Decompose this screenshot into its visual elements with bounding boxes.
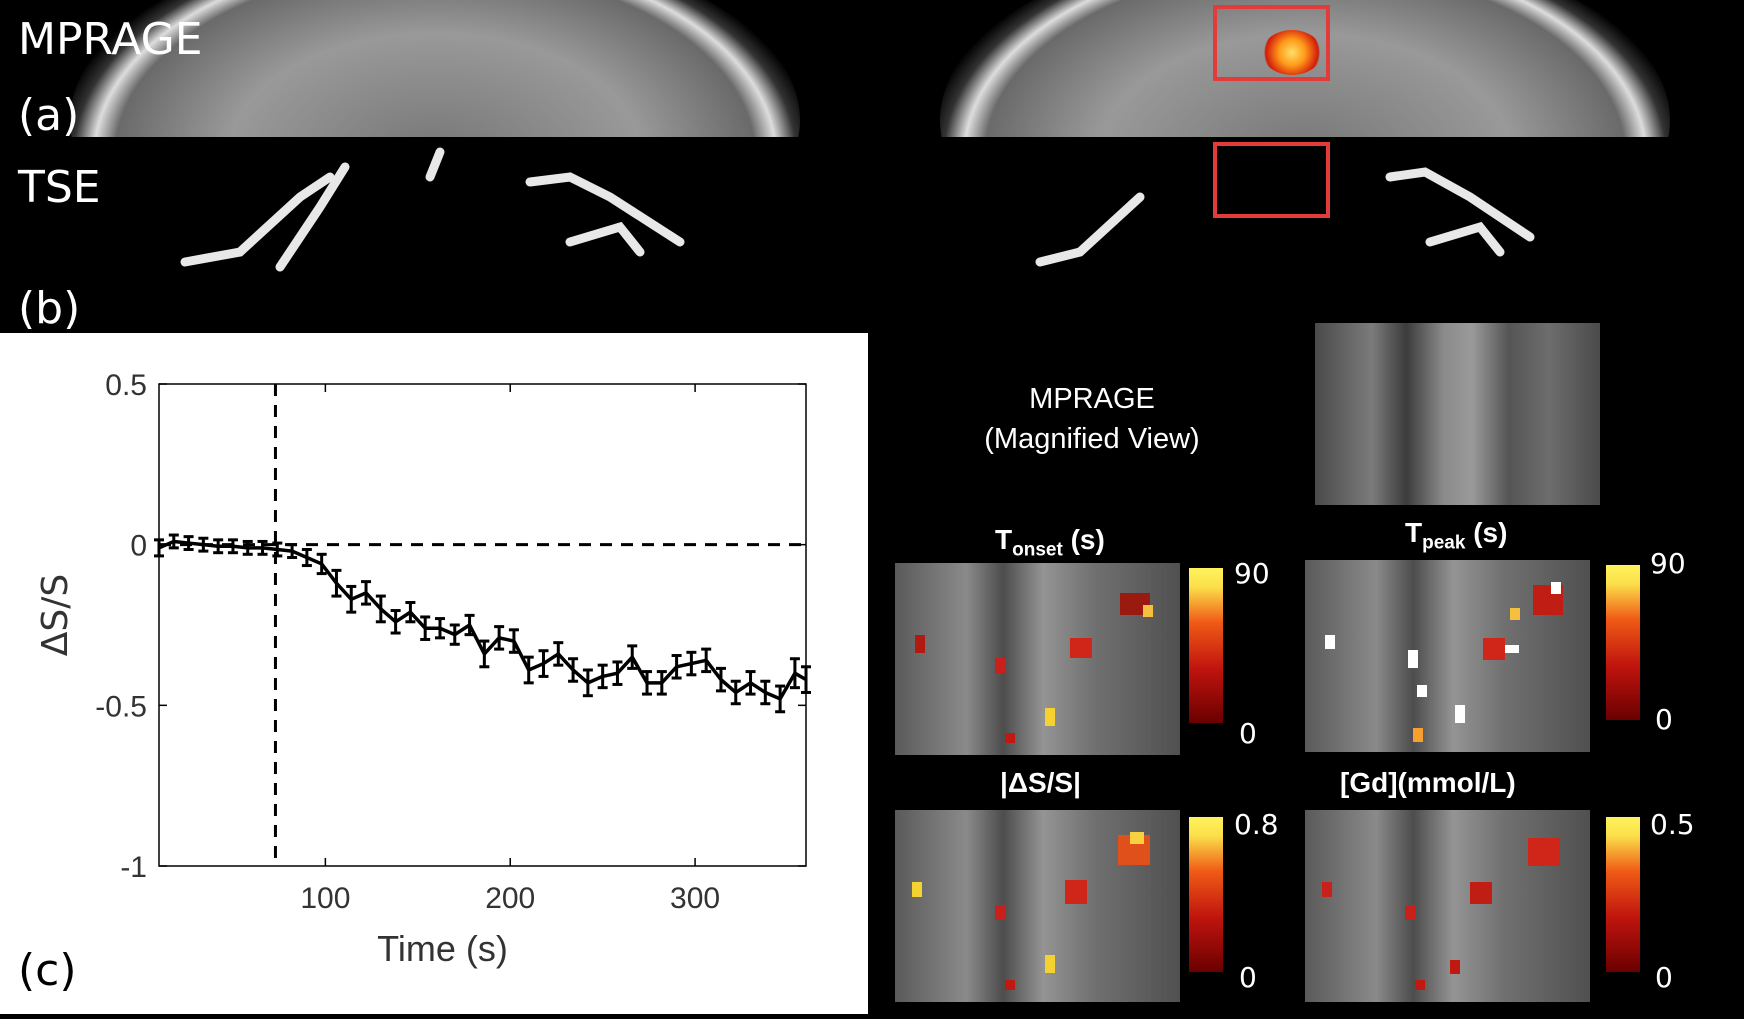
tse-vessels [180,147,1535,272]
x-axis-label: Time (s) [377,928,508,969]
gd-map [1305,810,1590,1002]
delta-s-map [895,810,1180,1002]
tse-sequence-label: TSE [18,162,101,213]
mprage-left-skull [70,0,800,137]
tse-roi-box [1213,142,1330,218]
gd-colorbar [1606,817,1640,972]
y-tick-label: 0.5 [105,369,147,402]
mprage-activation-blob [1262,30,1322,75]
y-tick-label: 0 [130,530,147,563]
tse-strip [0,137,1744,274]
y-axis-label: ΔS/S [35,574,76,656]
magnified-mprage-image [1315,323,1600,505]
tonset-colorbar [1189,568,1223,723]
tonset-map [895,563,1180,755]
time-course-chart: 0.5 0 -0.5 -1 100 200 300 Time (s) ΔS/S [35,369,811,969]
delta-s-cb-min: 0 [1239,961,1257,994]
delta-s-colorbar [1189,817,1223,972]
chart-panel: 0.5 0 -0.5 -1 100 200 300 Time (s) ΔS/S (c) [0,333,868,1014]
gd-cb-max: 0.5 [1650,808,1695,841]
x-tick-label: 200 [485,882,535,915]
tonset-cb-max: 90 [1234,557,1270,590]
map-title-tonset: Tonset (s) [995,524,1105,561]
magnified-title-line1: MPRAGE [1029,383,1155,415]
mprage-strip [0,0,1744,137]
x-tick-label: 300 [670,882,720,915]
map-title-delta-s: |ΔS/S| [1000,767,1081,798]
gd-cb-min: 0 [1655,961,1673,994]
delta-s-cb-max: 0.8 [1234,808,1279,841]
x-tick-label: 100 [300,882,350,915]
panel-a-label: (a) [18,90,80,141]
tpeak-cb-min: 0 [1655,703,1673,736]
tonset-cb-min: 0 [1239,717,1257,750]
panel-c-label: (c) [18,945,77,996]
y-tick-label: -1 [120,851,147,884]
map-title-tpeak: Tpeak (s) [1405,517,1508,554]
map-title-gd: [Gd](mmol/L) [1340,767,1516,798]
panel-b-label: (b) [18,283,81,334]
mprage-sequence-label: MPRAGE [18,14,203,65]
tpeak-cb-max: 90 [1650,547,1686,580]
magnified-title-line2: (Magnified View) [984,423,1200,455]
signal-series-line [158,539,807,701]
tpeak-colorbar [1606,565,1640,720]
plot-frame [158,383,807,867]
tpeak-map [1305,560,1590,752]
y-tick-label: -0.5 [95,690,147,723]
mprage-roi-box [1213,5,1330,81]
